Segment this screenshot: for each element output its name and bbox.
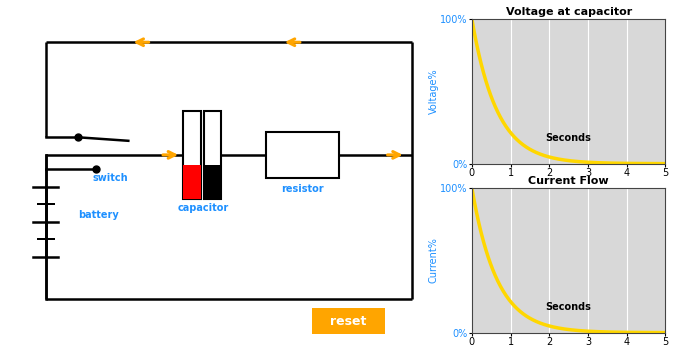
Text: reset: reset — [330, 315, 367, 328]
Bar — [183, 111, 201, 199]
Title: Voltage at capacitor: Voltage at capacitor — [506, 7, 631, 17]
Text: battery: battery — [78, 210, 119, 220]
Bar — [312, 308, 385, 334]
Bar — [266, 132, 340, 178]
Text: resistor: resistor — [281, 184, 324, 194]
Text: capacitor: capacitor — [177, 203, 229, 213]
Title: Current Flow: Current Flow — [528, 176, 609, 186]
Bar — [204, 165, 221, 199]
Bar — [204, 111, 221, 199]
Text: switch: switch — [92, 173, 128, 183]
Text: Seconds: Seconds — [546, 302, 591, 312]
Y-axis label: Current%: Current% — [429, 238, 439, 283]
Text: Seconds: Seconds — [546, 133, 591, 143]
Y-axis label: Voltage%: Voltage% — [429, 69, 439, 114]
Bar — [183, 165, 201, 199]
